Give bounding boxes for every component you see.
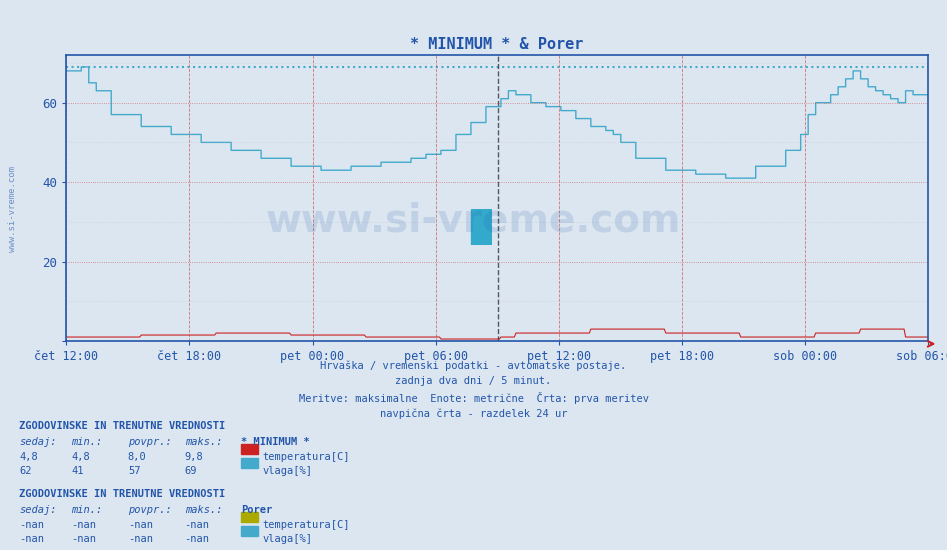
Text: min.:: min.:	[71, 437, 102, 447]
Text: povpr.:: povpr.:	[128, 505, 171, 515]
Text: temperatura[C]: temperatura[C]	[262, 452, 349, 461]
Text: * MINIMUM *: * MINIMUM *	[241, 437, 311, 447]
Text: Hrvaška / vremenski podatki - avtomatske postaje.
zadnja dva dni / 5 minut.
Meri: Hrvaška / vremenski podatki - avtomatske…	[298, 360, 649, 419]
Text: povpr.:: povpr.:	[128, 437, 171, 447]
Text: 9,8: 9,8	[185, 452, 204, 461]
Text: -nan: -nan	[128, 534, 152, 544]
Polygon shape	[472, 209, 492, 245]
Text: -nan: -nan	[19, 520, 44, 530]
Text: 4,8: 4,8	[71, 452, 90, 461]
Text: -nan: -nan	[71, 520, 96, 530]
Text: -nan: -nan	[128, 520, 152, 530]
Text: 62: 62	[19, 466, 31, 476]
Text: 41: 41	[71, 466, 83, 476]
Text: 69: 69	[185, 466, 197, 476]
Text: ZGODOVINSKE IN TRENUTNE VREDNOSTI: ZGODOVINSKE IN TRENUTNE VREDNOSTI	[19, 421, 225, 431]
Title: * MINIMUM * & Porer: * MINIMUM * & Porer	[410, 37, 584, 52]
Text: -nan: -nan	[19, 534, 44, 544]
Text: Porer: Porer	[241, 505, 273, 515]
Text: -nan: -nan	[71, 534, 96, 544]
Text: -nan: -nan	[185, 520, 209, 530]
Text: min.:: min.:	[71, 505, 102, 515]
Text: vlaga[%]: vlaga[%]	[262, 466, 313, 476]
Text: ZGODOVINSKE IN TRENUTNE VREDNOSTI: ZGODOVINSKE IN TRENUTNE VREDNOSTI	[19, 489, 225, 499]
Text: maks.:: maks.:	[185, 505, 223, 515]
Text: sedaj:: sedaj:	[19, 437, 57, 447]
Text: www.si-vreme.com: www.si-vreme.com	[8, 166, 17, 252]
Text: maks.:: maks.:	[185, 437, 223, 447]
Text: 57: 57	[128, 466, 140, 476]
Text: www.si-vreme.com: www.si-vreme.com	[266, 201, 681, 239]
Text: vlaga[%]: vlaga[%]	[262, 534, 313, 544]
Text: 4,8: 4,8	[19, 452, 38, 461]
Text: temperatura[C]: temperatura[C]	[262, 520, 349, 530]
Text: 8,0: 8,0	[128, 452, 147, 461]
Text: sedaj:: sedaj:	[19, 505, 57, 515]
Text: -nan: -nan	[185, 534, 209, 544]
